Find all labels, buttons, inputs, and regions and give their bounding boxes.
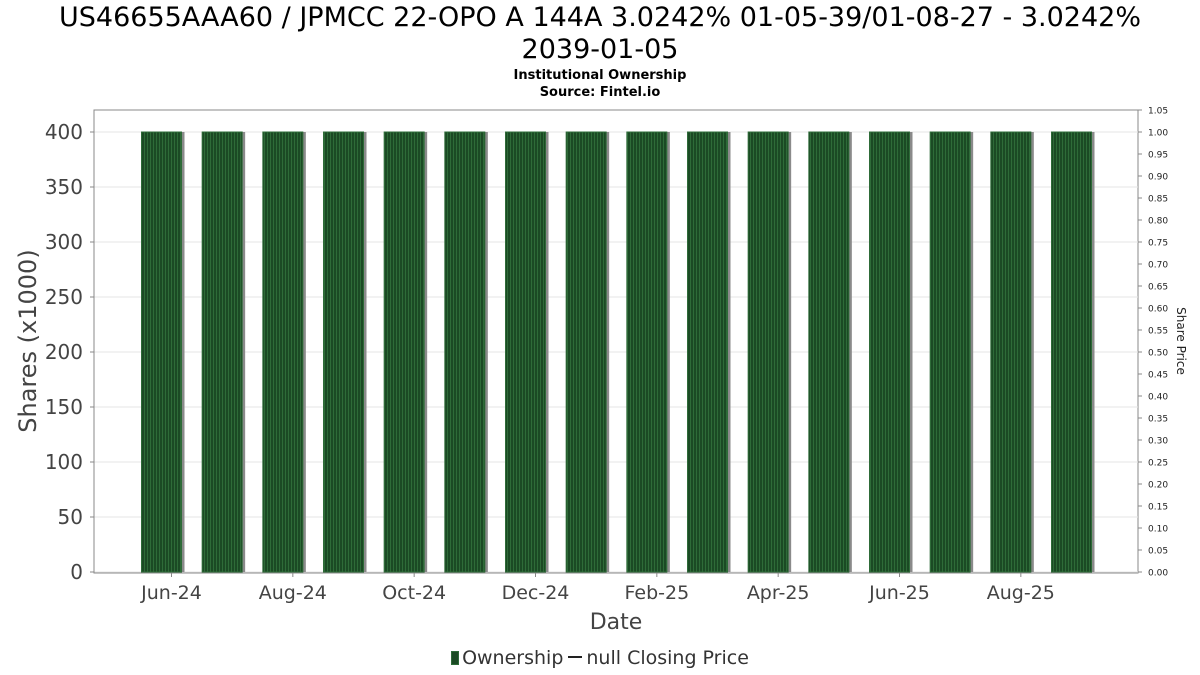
- y-tick-label: 50: [58, 505, 83, 529]
- bar-ownership: [141, 131, 182, 573]
- y-tick-label: 250: [45, 285, 83, 309]
- y-tick-label: 150: [45, 395, 83, 419]
- y2-tick-label: 1.05: [1148, 107, 1168, 117]
- chart-subtitle: Institutional Ownership: [513, 68, 687, 83]
- y2-tick-label: 0.35: [1148, 415, 1168, 425]
- x-tick-label: Apr-25: [747, 582, 810, 604]
- y2-tick-label: 0.65: [1148, 283, 1168, 293]
- x-tick-label: Oct-24: [382, 582, 446, 604]
- y2-tick-label: 0.55: [1148, 327, 1168, 337]
- y2-tick-label: 0.90: [1148, 173, 1168, 183]
- bar-ownership: [505, 131, 546, 573]
- y2-tick-label: 0.05: [1148, 547, 1168, 557]
- bar-ownership: [444, 131, 486, 573]
- x-axis-label: Date: [590, 610, 643, 635]
- bar-ownership: [990, 131, 1032, 573]
- x-tick-label: Dec-24: [502, 582, 570, 604]
- chart-title-line-1: US46655AAA60 / JPMCC 22-OPO A 144A 3.024…: [59, 2, 1141, 33]
- bar-ownership: [808, 131, 850, 573]
- legend-ownership-label: Ownership: [462, 647, 564, 669]
- y2-tick-label: 0.60: [1148, 305, 1168, 315]
- bar-ownership: [201, 131, 243, 573]
- bar-ownership: [323, 131, 364, 573]
- legend-price-label: null Closing Price: [586, 647, 749, 669]
- y-tick-label: 0: [70, 560, 83, 584]
- bar-ownership: [565, 131, 607, 573]
- y2-tick-label: 0.45: [1148, 371, 1168, 381]
- y2-tick-label: 0.50: [1148, 349, 1168, 359]
- bar-ownership: [687, 131, 728, 573]
- legend-ownership-swatch: [451, 651, 460, 665]
- chart-title: US46655AAA60 / JPMCC 22-OPO A 144A 3.024…: [0, 2, 1200, 66]
- y2-tick-label: 0.75: [1148, 239, 1168, 249]
- x-tick-label: Feb-25: [624, 582, 689, 604]
- y-tick-label: 300: [45, 230, 83, 254]
- chart-title-line-2: 2039-01-05: [521, 34, 679, 65]
- y2-tick-label: 0.70: [1148, 261, 1168, 271]
- bar-ownership: [869, 131, 910, 573]
- bar-ownership: [626, 131, 668, 573]
- y2-tick-label: 0.10: [1148, 525, 1168, 535]
- y-tick-label: 100: [45, 450, 83, 474]
- y-tick-label: 200: [45, 340, 83, 364]
- bar-ownership: [383, 131, 425, 573]
- y2-tick-label: 1.00: [1148, 129, 1168, 139]
- y-tick-label: 400: [45, 120, 83, 144]
- y2-tick-label: 0.95: [1148, 151, 1168, 161]
- chart-source: Source: Fintel.io: [539, 85, 661, 100]
- y-tick-label: 350: [45, 175, 83, 199]
- legend-price-swatch: [568, 656, 583, 658]
- x-tick-label: Jun-24: [140, 582, 202, 604]
- y2-tick-label: 0.00: [1148, 569, 1168, 579]
- bar-ownership: [747, 131, 789, 573]
- x-tick-label: Aug-24: [259, 582, 327, 604]
- x-tick-label: Jun-25: [868, 582, 930, 604]
- bar-ownership: [262, 131, 304, 573]
- y2-tick-label: 0.40: [1148, 393, 1168, 403]
- chart-legend: Ownership null Closing Price: [0, 647, 1200, 669]
- y2-tick-label: 0.30: [1148, 437, 1168, 447]
- plot-area: [93, 109, 1139, 574]
- bar-ownership: [1051, 131, 1092, 573]
- y2-tick-label: 0.85: [1148, 195, 1168, 205]
- y-axis-label: Shares (x1000): [14, 249, 42, 432]
- x-tick-label: Aug-25: [987, 582, 1055, 604]
- bar-ownership: [929, 131, 971, 573]
- y2-tick-label: 0.20: [1148, 481, 1168, 491]
- y2-tick-label: 0.25: [1148, 459, 1168, 469]
- y2-tick-label: 0.15: [1148, 503, 1168, 513]
- y2-axis-label: Share Price: [1174, 307, 1188, 375]
- y2-tick-label: 0.80: [1148, 217, 1168, 227]
